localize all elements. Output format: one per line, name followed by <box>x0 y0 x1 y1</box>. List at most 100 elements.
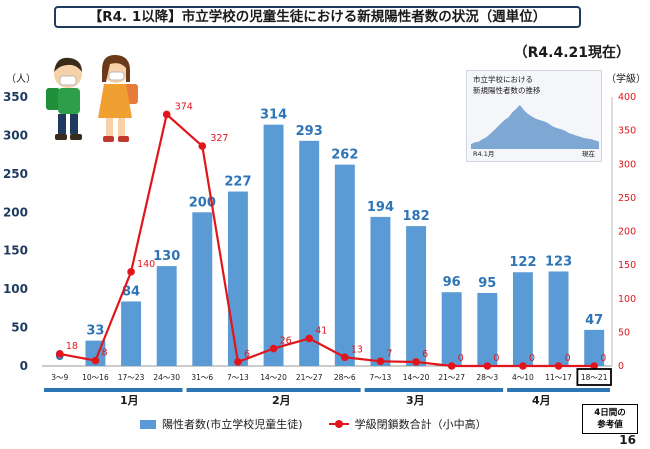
bar-value-label: 293 <box>296 124 323 139</box>
x-tick-label: 24〜30 <box>153 373 180 382</box>
inset-trend-plot <box>471 105 599 149</box>
page-title: 【R4. 1以降】市立学校の児童生徒における新規陽性者数の状況（週単位） <box>54 6 581 28</box>
x-tick-label: 28〜6 <box>334 373 356 382</box>
bar-value-label: 227 <box>224 175 251 190</box>
legend: 陽性者数(市立学校児童生徒) 学級閉鎖数合計（小中高） <box>140 416 487 432</box>
girl-figure <box>98 54 138 142</box>
bar <box>192 212 213 366</box>
note-line2: 参考値 <box>597 420 623 430</box>
line-point <box>91 356 100 365</box>
line-point <box>376 357 385 366</box>
line-point <box>341 353 349 362</box>
line-value-label: 0 <box>493 353 499 364</box>
x-tick-label: 10〜16 <box>82 373 109 382</box>
bar-value-label: 122 <box>509 255 536 270</box>
line-point <box>483 362 492 370</box>
x-tick-label: 4〜10 <box>512 373 534 382</box>
line-value-label: 41 <box>315 325 327 336</box>
y-left-tick-label: 250 <box>3 167 28 181</box>
x-tick-label: 3〜9 <box>51 373 68 382</box>
x-tick-label: 11〜17 <box>545 373 572 382</box>
bar-value-label: 84 <box>122 284 140 299</box>
line-point <box>519 362 527 370</box>
note-line1: 4日間の <box>594 408 626 418</box>
bar <box>370 216 391 366</box>
x-tick-label: 14〜20 <box>260 373 287 382</box>
month-band <box>364 388 504 392</box>
line-value-label: 26 <box>280 336 292 347</box>
line-point <box>269 344 278 353</box>
inset-title-line1: 市立学校における <box>473 75 533 84</box>
y-left-tick-label: 300 <box>3 128 28 142</box>
x-tick-label: 14〜20 <box>403 373 430 382</box>
x-tick-label: 17〜23 <box>118 373 145 382</box>
line-value-label: 13 <box>351 344 363 355</box>
x-tick-label: 31〜6 <box>191 373 213 382</box>
y-left-tick-label: 0 <box>20 359 28 373</box>
month-label-jan: 1月 <box>120 394 139 407</box>
y-left-tick-label: 100 <box>3 282 28 296</box>
legend-bar-label: 陽性者数(市立学校児童生徒) <box>162 418 303 431</box>
line-value-label: 0 <box>600 353 606 364</box>
line-value-label: 0 <box>529 353 535 364</box>
y-left-tick-label: 350 <box>3 90 28 104</box>
y-right-tick-label: 400 <box>618 92 636 103</box>
y-right-tick-label: 250 <box>618 193 636 204</box>
x-tick-label: 21〜27 <box>438 373 465 382</box>
bar <box>334 164 355 366</box>
line-value-label: 374 <box>175 101 193 112</box>
right-axis-unit: （学級） <box>606 74 646 85</box>
students-illustration <box>46 54 138 142</box>
bar-value-label: 96 <box>443 275 461 290</box>
bar <box>441 292 462 366</box>
bar <box>299 140 320 366</box>
line-value-label: 327 <box>210 133 228 144</box>
bar <box>406 226 427 366</box>
y-left-tick-label: 150 <box>3 244 28 258</box>
reference-note-box: 4日間の 参考値 <box>582 404 638 434</box>
bar <box>121 301 142 366</box>
line-point <box>412 358 420 366</box>
highlight-box <box>576 368 612 386</box>
line-point <box>162 110 171 119</box>
line-point <box>447 362 456 370</box>
line-point <box>127 268 135 276</box>
line-point <box>554 362 563 370</box>
line-point <box>56 350 64 358</box>
y-right-tick-label: 300 <box>618 159 636 170</box>
x-tick-label: 21〜27 <box>296 373 323 382</box>
inset-end-label: 現在 <box>582 150 595 158</box>
bar-value-label: 95 <box>478 276 496 291</box>
line-value-label: 6 <box>244 349 250 360</box>
y-left-tick-label: 50 <box>11 321 28 335</box>
as-of-date: （R4.4.21現在） <box>513 45 630 61</box>
month-band <box>507 388 610 392</box>
line-value-label: 0 <box>565 353 571 364</box>
x-tick-label: 18〜21 <box>581 373 608 382</box>
bar-value-label: 200 <box>189 195 216 210</box>
legend-line-swatch <box>328 419 349 429</box>
bar <box>512 272 533 366</box>
legend-bar-swatch <box>140 419 156 429</box>
x-tick-label: 7〜13 <box>370 373 392 382</box>
legend-line-label: 学級閉鎖数合計（小中高） <box>354 418 487 431</box>
y-right-tick-label: 150 <box>618 260 636 271</box>
inset-start-label: R4.1月 <box>473 150 495 158</box>
bar-value-label: 262 <box>331 148 358 163</box>
line-point <box>590 362 598 370</box>
bar <box>548 271 569 366</box>
month-band <box>186 388 361 392</box>
month-label-feb: 2月 <box>272 394 291 407</box>
month-label-apr: 4月 <box>532 394 551 407</box>
y-right-tick-label: 200 <box>618 227 636 238</box>
line-point <box>198 142 207 150</box>
x-tick-label: 7〜13 <box>227 373 249 382</box>
line-series-path <box>59 112 595 368</box>
y-right-tick-label: 50 <box>618 327 630 338</box>
line-point <box>234 358 242 366</box>
bar-value-label: 130 <box>153 249 180 264</box>
boy-figure <box>46 57 82 140</box>
bar-value-label: 47 <box>585 313 603 328</box>
bar <box>477 292 498 366</box>
inset-area <box>471 105 599 149</box>
